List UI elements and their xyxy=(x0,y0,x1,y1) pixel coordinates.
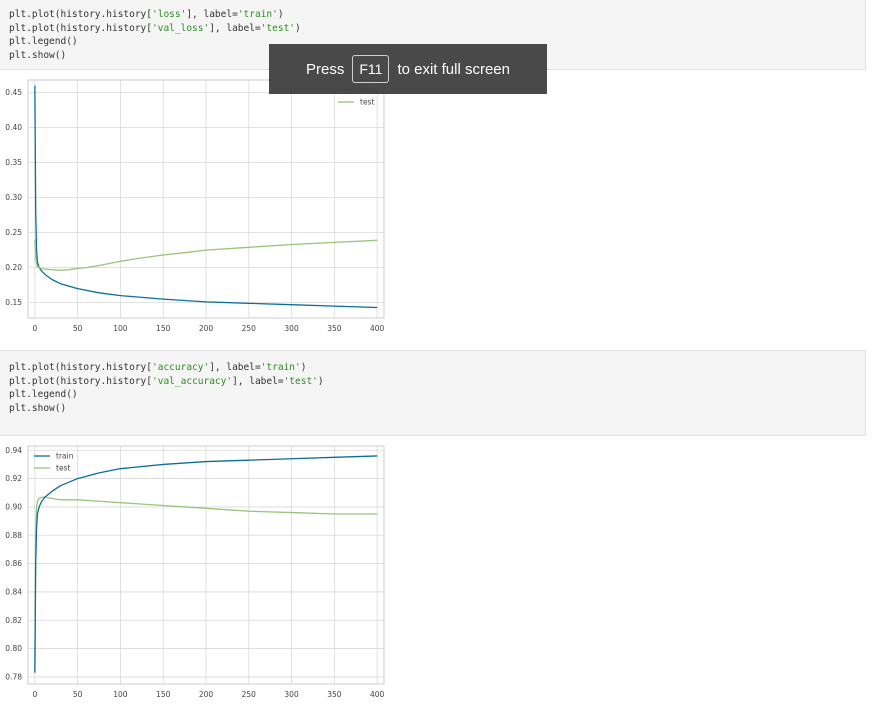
series-line-test xyxy=(34,239,378,272)
series-line-train xyxy=(34,85,378,309)
code-line: plt.legend() xyxy=(9,388,78,401)
y-tick-label: 0.86 xyxy=(5,559,22,568)
code-string: 'train' xyxy=(260,362,301,373)
y-tick-label: 0.45 xyxy=(5,88,22,97)
code-cell-accuracy[interactable]: plt.plot(history.history['accuracy'], la… xyxy=(0,350,866,436)
code-token: ) xyxy=(295,22,301,34)
code-line: plt.show() xyxy=(9,402,66,415)
x-tick-label: 100 xyxy=(113,324,128,333)
x-tick-label: 400 xyxy=(370,324,385,333)
x-tick-label: 50 xyxy=(73,690,83,699)
x-tick-label: 250 xyxy=(242,690,257,699)
y-tick-label: 0.30 xyxy=(5,193,22,202)
code-token: ) xyxy=(317,375,324,387)
code-token: ], label= xyxy=(232,375,284,387)
code-string: 'test' xyxy=(260,22,296,34)
series-line-test xyxy=(34,496,378,673)
y-tick-label: 0.15 xyxy=(5,298,22,307)
x-tick-label: 300 xyxy=(284,690,299,699)
code-line: plt.plot(history.history['val_loss'], la… xyxy=(9,22,301,35)
legend-label-train: train xyxy=(56,452,74,461)
x-tick-label: 0 xyxy=(32,324,37,333)
code-token: plt.plot(history.history[ xyxy=(9,375,152,387)
code-string: 'test' xyxy=(283,375,318,387)
x-tick-label: 350 xyxy=(327,690,342,699)
legend-label-test: test xyxy=(56,464,70,473)
code-token: ) xyxy=(300,362,307,373)
x-tick-label: 150 xyxy=(156,324,171,333)
y-tick-label: 0.20 xyxy=(5,263,22,272)
legend-label-test: test xyxy=(360,98,374,107)
code-token: ], label= xyxy=(209,22,261,34)
y-tick-label: 0.92 xyxy=(5,474,22,483)
code-token: ) xyxy=(277,9,284,20)
fullscreen-notice-text: to exit full screen xyxy=(397,60,510,78)
y-tick-label: 0.35 xyxy=(5,158,22,167)
accuracy-chart: 0 50 100 150 200 250 300 350 400 0.78 0.80 0.82 0.84… xyxy=(5,445,385,699)
f11-key-badge: F11 xyxy=(352,55,390,83)
code-string: 'accuracy' xyxy=(152,362,210,373)
code-line: plt.plot(history.history['accuracy'], la… xyxy=(9,361,306,374)
code-token: plt.show() xyxy=(9,402,67,414)
code-string: 'loss' xyxy=(152,9,187,20)
x-tick-label: 350 xyxy=(327,324,342,333)
code-token: plt.plot(history.history[ xyxy=(9,362,152,373)
code-line: plt.show() xyxy=(9,49,66,62)
y-tick-label: 0.84 xyxy=(5,588,22,597)
y-tick-label: 0.80 xyxy=(5,644,22,653)
series-line-train xyxy=(34,455,378,673)
code-token: plt.plot(history.history[ xyxy=(9,9,152,20)
code-token: plt.show() xyxy=(9,49,67,61)
y-tick-label: 0.40 xyxy=(5,123,22,132)
code-token: ], label= xyxy=(209,362,261,373)
code-string: 'val_accuracy' xyxy=(152,375,233,387)
x-tick-label: 400 xyxy=(370,690,385,699)
x-tick-label: 100 xyxy=(113,690,128,699)
x-tick-label: 150 xyxy=(156,690,171,699)
y-tick-label: 0.78 xyxy=(5,673,22,682)
y-tick-label: 0.88 xyxy=(5,531,22,540)
code-line: plt.plot(history.history['loss'], label=… xyxy=(9,8,284,21)
fullscreen-notice-press: Press xyxy=(306,60,345,78)
y-tick-label: 0.25 xyxy=(5,228,22,237)
code-token: ], label= xyxy=(186,9,238,20)
x-tick-label: 300 xyxy=(284,324,299,333)
code-token: plt.legend() xyxy=(9,389,78,400)
x-tick-label: 0 xyxy=(32,690,37,699)
code-string: 'train' xyxy=(237,9,278,20)
y-tick-label: 0.94 xyxy=(5,446,22,455)
code-line: plt.legend() xyxy=(9,35,78,48)
code-string: 'val_loss' xyxy=(152,22,210,34)
x-tick-label: 200 xyxy=(199,690,214,699)
code-token: plt.plot(history.history[ xyxy=(9,22,152,34)
code-line: plt.plot(history.history['val_accuracy']… xyxy=(9,375,324,388)
loss-chart: 0 50 100 150 200 250 300 350 400 0.15 0.20 0.25 0.30… xyxy=(5,79,385,333)
code-token: plt.legend() xyxy=(9,36,78,47)
x-tick-label: 200 xyxy=(199,324,214,333)
y-tick-label: 0.90 xyxy=(5,503,22,512)
x-tick-label: 50 xyxy=(73,324,83,333)
y-tick-label: 0.82 xyxy=(5,616,22,625)
x-tick-label: 250 xyxy=(242,324,257,333)
fullscreen-exit-notice: Press F11 to exit full screen xyxy=(269,44,547,94)
